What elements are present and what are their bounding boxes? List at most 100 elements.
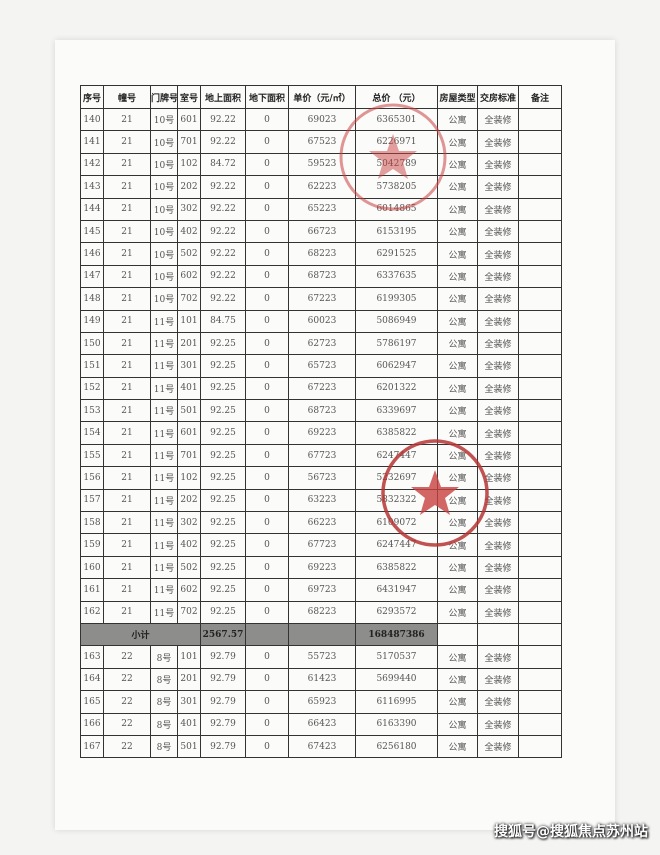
table-cell: 301	[177, 354, 201, 378]
table-row: 143 21 10号 202 92.22 0 62223 5738205 公寓 全装修	[80, 175, 562, 199]
table-cell: 149	[80, 309, 104, 333]
table-cell: 67223	[288, 376, 356, 401]
table-cell: 5786197	[355, 331, 438, 356]
column-header: 幢号	[103, 85, 151, 109]
table-cell: 92.25	[200, 488, 246, 513]
table-cell: 6109072	[355, 511, 438, 535]
table-cell: 21	[103, 130, 151, 154]
table-cell: 21	[103, 376, 151, 401]
table-cell: 6247447	[355, 443, 438, 468]
table-cell: 公寓	[437, 219, 478, 244]
table-cell: 702	[177, 600, 201, 624]
table-cell: 65923	[288, 690, 356, 714]
table-cell: 0	[245, 219, 289, 244]
column-header: 序号	[80, 85, 104, 109]
table-cell: 21	[103, 287, 151, 311]
table-cell: 0	[245, 690, 289, 714]
table-cell: 0	[245, 309, 289, 333]
table-cell: 22	[103, 667, 151, 692]
watermark: 搜狐号@搜狐焦点苏州站	[494, 824, 648, 840]
table-cell: 21	[103, 264, 151, 289]
table-cell: 6293572	[355, 600, 438, 624]
table-cell: 501	[177, 734, 201, 759]
table-cell: 全装修	[477, 712, 519, 736]
table-cell: 159	[80, 533, 104, 557]
table-cell: 11号	[150, 488, 178, 513]
table-cell: 154	[80, 421, 104, 445]
table-cell: 全装修	[477, 555, 519, 580]
table-cell: 21	[103, 107, 151, 132]
table-cell: 公寓	[437, 107, 478, 132]
table-cell: 0	[245, 712, 289, 736]
table-cell: 11号	[150, 466, 178, 490]
table-cell: 6385822	[355, 421, 438, 445]
table-cell: 公寓	[437, 287, 478, 311]
table-cell: 67423	[288, 734, 356, 759]
table-header: 序号 幢号 门牌号 室号 地上面积 地下面积 单价（元/㎡） 总价 （元） 房屋类型 交房标准 备注	[80, 85, 562, 109]
table-cell: 0	[245, 287, 289, 311]
table-cell: 公寓	[437, 734, 478, 759]
column-header: 单价（元/㎡）	[288, 85, 356, 109]
table-cell: 0	[245, 242, 289, 266]
table-row: 151 21 11号 301 92.25 0 65723 6062947 公寓 全装修	[80, 354, 562, 378]
table-cell: 92.25	[200, 421, 246, 445]
table-cell: 701	[177, 130, 201, 154]
table-cell: 143	[80, 175, 104, 199]
table-cell: 6116995	[355, 690, 438, 714]
table-cell: 701	[177, 443, 201, 468]
table-cell: 11号	[150, 578, 178, 602]
table-cell	[518, 242, 562, 266]
table-cell: 0	[245, 600, 289, 624]
table-cell: 92.25	[200, 600, 246, 624]
table-cell: 67723	[288, 533, 356, 557]
table-cell: 21	[103, 511, 151, 535]
table-cell: 22	[103, 645, 151, 669]
table-cell: 102	[177, 152, 201, 177]
table-row: 154 21 11号 601 92.25 0 69223 6385822 公寓 全装修	[80, 421, 562, 445]
subtotal-label: 小计	[80, 622, 201, 647]
table-cell: 164	[80, 667, 104, 692]
table-cell: 全装修	[477, 354, 519, 378]
table-cell: 140	[80, 107, 104, 132]
table-cell: 166	[80, 712, 104, 736]
table-cell: 61423	[288, 667, 356, 692]
table-cell: 21	[103, 555, 151, 580]
table-cell: 公寓	[437, 667, 478, 692]
table-cell: 92.25	[200, 466, 246, 490]
table-cell: 92.22	[200, 242, 246, 266]
table-cell	[245, 622, 289, 647]
table-cell: 8号	[150, 690, 178, 714]
table-cell: 69223	[288, 555, 356, 580]
table-cell: 5738205	[355, 175, 438, 199]
table-cell: 10号	[150, 264, 178, 289]
table-cell: 11号	[150, 309, 178, 333]
table-cell: 144	[80, 197, 104, 221]
table-cell: 公寓	[437, 175, 478, 199]
table-cell: 0	[245, 152, 289, 177]
table-cell: 全装修	[477, 197, 519, 221]
table-cell: 602	[177, 578, 201, 602]
table-row: 141 21 10号 701 92.22 0 67523 6226971 公寓 全装修	[80, 130, 562, 154]
table-cell: 公寓	[437, 466, 478, 490]
table-cell: 8号	[150, 667, 178, 692]
table-cell: 公寓	[437, 712, 478, 736]
table-cell	[518, 152, 562, 177]
table-cell: 69023	[288, 107, 356, 132]
table-cell: 公寓	[437, 645, 478, 669]
table-cell: 0	[245, 376, 289, 401]
table-cell: 101	[177, 645, 201, 669]
table-cell: 92.22	[200, 175, 246, 199]
table-cell: 21	[103, 421, 151, 445]
table-row: 156 21 11号 102 92.25 0 56723 5232697 公寓 全装修	[80, 466, 562, 490]
table-row: 158 21 11号 302 92.25 0 66223 6109072 公寓 全装修	[80, 511, 562, 535]
table-cell: 11号	[150, 600, 178, 624]
table-cell: 21	[103, 331, 151, 356]
table-cell: 0	[245, 466, 289, 490]
table-cell: 601	[177, 421, 201, 445]
table-cell: 92.22	[200, 107, 246, 132]
table-cell: 92.22	[200, 197, 246, 221]
table-cell: 公寓	[437, 309, 478, 333]
table-row: 163 22 8号 101 92.79 0 55723 5170537 公寓 全装修	[80, 645, 562, 669]
table-cell: 21	[103, 175, 151, 199]
table-cell: 公寓	[437, 690, 478, 714]
